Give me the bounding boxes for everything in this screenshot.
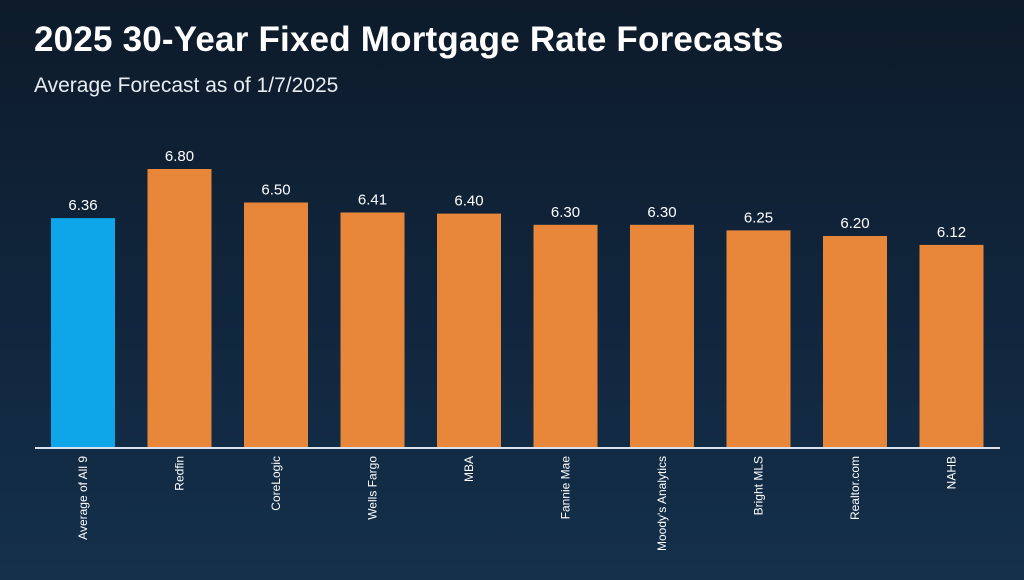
category-label-3: Wells Fargo — [366, 456, 380, 520]
value-label-1: 6.80 — [165, 148, 194, 165]
value-label-2: 6.50 — [261, 182, 290, 199]
bars-layer — [51, 169, 984, 448]
value-label-3: 6.41 — [358, 192, 387, 209]
category-label-7: Bright MLS — [752, 456, 766, 515]
bar-3 — [340, 212, 405, 448]
bar-9 — [919, 244, 984, 448]
chart-title: 2025 30-Year Fixed Mortgage Rate Forecas… — [34, 20, 784, 59]
bar-5 — [533, 224, 598, 448]
category-label-4: MBA — [462, 456, 476, 482]
value-label-7: 6.25 — [744, 209, 773, 226]
bar-7 — [726, 230, 791, 448]
value-labels-layer: 6.36 6.80 6.50 6.41 6.40 6.30 6.30 6.25 6.20 6.12 — [68, 148, 966, 241]
value-label-9: 6.12 — [937, 224, 966, 241]
category-labels-layer: Average of All 9 Redfin CoreLogic Wells Far… — [76, 456, 959, 551]
bar-2 — [244, 202, 308, 448]
value-label-8: 6.20 — [840, 215, 869, 232]
category-label-9: NAHB — [945, 456, 959, 489]
bar-8 — [823, 236, 887, 448]
value-label-5: 6.30 — [551, 204, 580, 221]
value-label-4: 6.40 — [454, 193, 483, 210]
bar-1 — [147, 169, 212, 448]
value-label-0: 6.36 — [68, 197, 97, 214]
chart-subtitle: Average Forecast as of 1/7/2025 — [34, 74, 339, 97]
category-label-1: Redfin — [173, 456, 187, 491]
value-label-6: 6.30 — [647, 204, 676, 221]
bar-0 — [51, 218, 115, 448]
bar-4 — [437, 213, 501, 448]
category-label-0: Average of All 9 — [76, 456, 90, 540]
category-label-6: Moody's Analytics — [655, 456, 669, 551]
bar-6 — [630, 224, 694, 448]
category-label-8: Realtor.com — [848, 456, 862, 520]
category-label-5: Fannie Mae — [559, 456, 573, 520]
category-label-2: CoreLogic — [269, 456, 283, 511]
